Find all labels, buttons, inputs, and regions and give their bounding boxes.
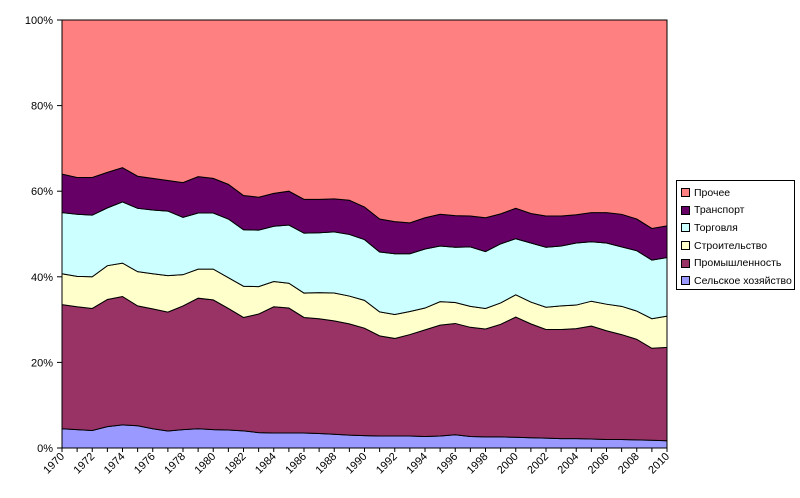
- legend: Прочее Транспорт Торговля Строительство Пром…: [676, 180, 795, 290]
- x-tick-label: 2006: [586, 451, 612, 477]
- legend-label: Транспорт: [694, 204, 745, 217]
- legend-label: Строительство: [694, 239, 768, 252]
- y-tick-label: 100%: [25, 15, 53, 27]
- x-tick-label: 1992: [374, 451, 400, 477]
- x-tick-label: 1974: [102, 451, 128, 477]
- x-tick-label: 1982: [223, 451, 249, 477]
- x-tick-label: 1976: [132, 451, 158, 477]
- y-tick-label: 60%: [31, 186, 53, 198]
- x-tick-label: 2004: [556, 451, 582, 477]
- legend-swatch: [681, 241, 690, 251]
- x-tick-label: 1972: [72, 451, 98, 477]
- legend-item: Прочее: [681, 184, 794, 202]
- legend-item: Транспорт: [681, 202, 794, 220]
- x-tick-label: 1988: [314, 451, 340, 477]
- x-tick-label: 1980: [193, 451, 219, 477]
- area-series-group: [61, 19, 668, 449]
- legend-label: Торговля: [694, 221, 738, 234]
- x-tick-label: 1984: [253, 451, 279, 477]
- legend-label: Сельское хозяйство: [694, 274, 792, 287]
- x-tick-label: 1994: [404, 451, 430, 477]
- legend-label: Прочее: [694, 186, 731, 199]
- legend-swatch: [681, 223, 690, 233]
- legend-label: Промышленность: [694, 257, 782, 270]
- area-6: [61, 19, 668, 229]
- legend-swatch: [681, 188, 690, 198]
- y-tick-label: 0%: [37, 443, 53, 455]
- y-tick-label: 40%: [31, 272, 53, 284]
- legend-item: Торговля: [681, 219, 794, 237]
- x-tick-label: 1978: [162, 451, 188, 477]
- x-tick-label: 1986: [283, 451, 309, 477]
- legend-item: Промышленность: [681, 254, 794, 272]
- legend-swatch: [681, 258, 690, 268]
- x-tick-label: 2008: [616, 451, 642, 477]
- x-tick-label: 2000: [495, 451, 521, 477]
- x-tick-label: 1996: [435, 451, 461, 477]
- legend-swatch: [681, 205, 690, 215]
- y-axis-ticks: 0% 20% 40% 60% 80% 100%: [25, 15, 62, 455]
- x-tick-label: 2010: [646, 451, 672, 477]
- x-axis-ticks: 1970 1972 1974 1976 1978 1980 1982 1984 1986 1988…: [41, 448, 672, 476]
- x-tick-label: 1990: [344, 451, 370, 477]
- legend-item: Сельское хозяйство: [681, 272, 794, 290]
- x-tick-label: 1998: [465, 451, 491, 477]
- legend-item: Строительство: [681, 237, 794, 255]
- x-tick-label: 2002: [525, 451, 551, 477]
- legend-swatch: [681, 276, 690, 286]
- y-tick-label: 20%: [31, 357, 53, 369]
- y-tick-label: 80%: [31, 101, 53, 113]
